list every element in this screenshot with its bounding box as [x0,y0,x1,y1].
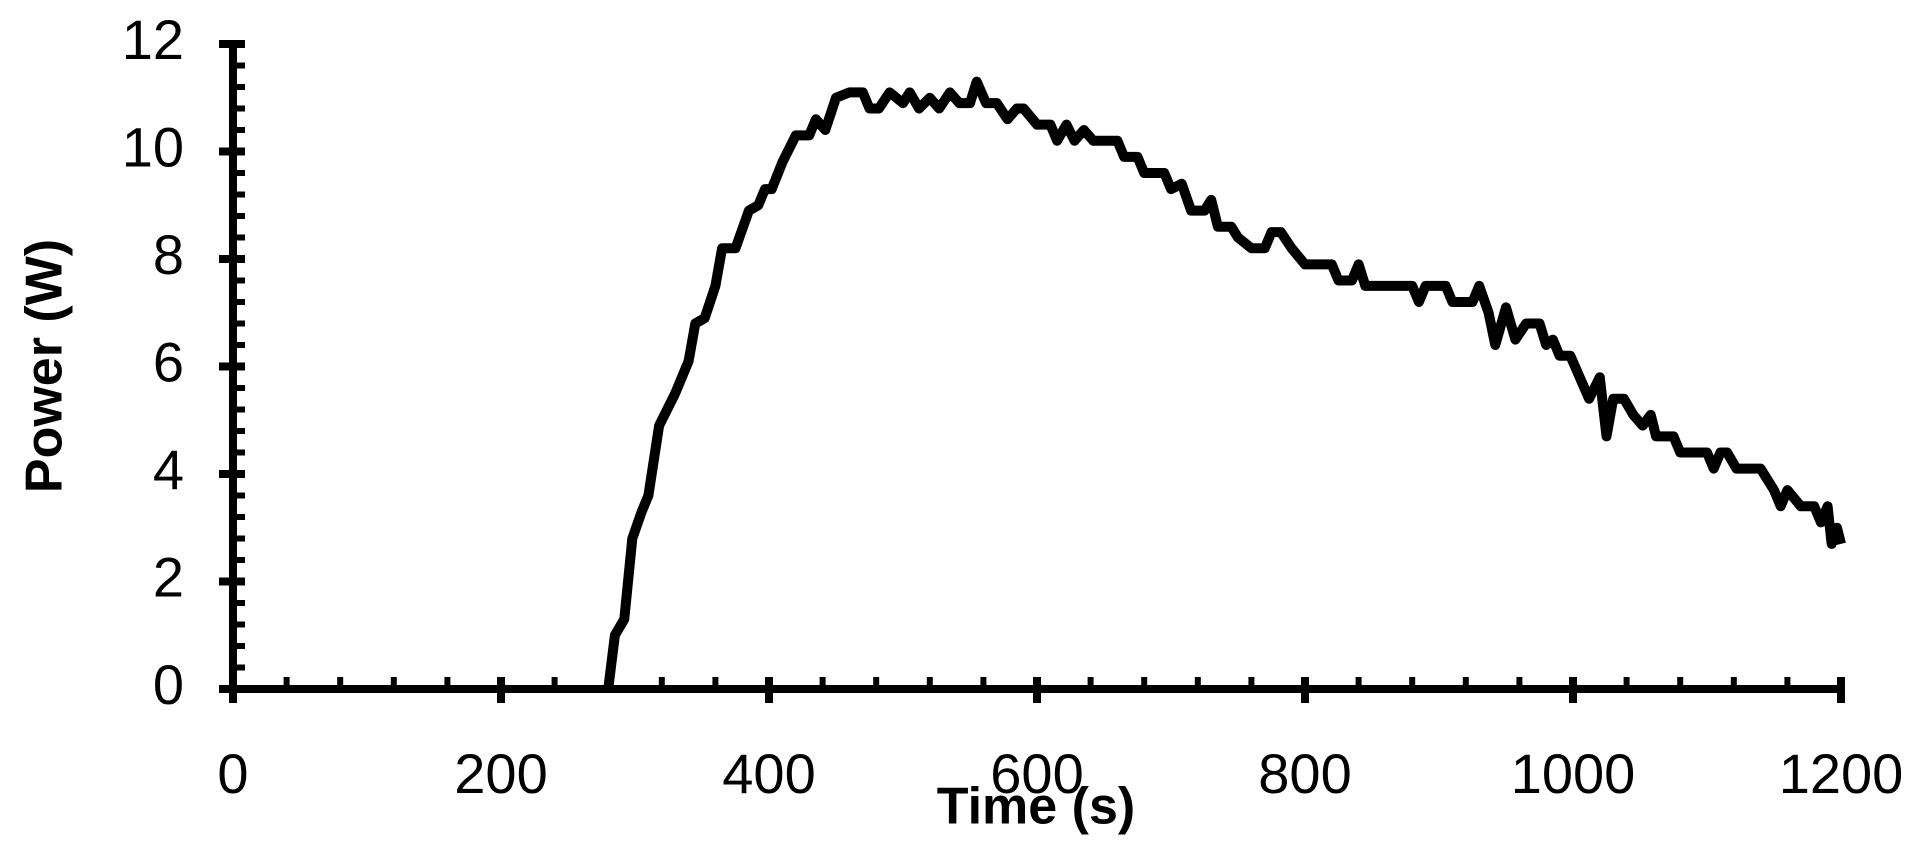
x-tick-label: 1000 [1511,742,1636,805]
y-axis-label: Power (W) [16,239,74,493]
x-tick-label: 0 [217,742,248,805]
x-tick-label: 200 [454,742,547,805]
y-tick-label: 8 [153,223,184,286]
x-tick-label: 400 [722,742,815,805]
x-axis-label: Time (s) [937,778,1135,836]
y-tick-label: 6 [153,330,184,393]
y-tick-label: 12 [122,8,184,71]
y-tick-label: 4 [153,438,184,501]
y-tick-label: 0 [153,653,184,716]
x-tick-label: 800 [1258,742,1351,805]
y-tick-label: 2 [153,545,184,608]
data-line [603,76,1846,690]
y-tick-label: 10 [122,115,184,178]
x-tick-label: 600 [990,742,1083,805]
x-tick-label: 1200 [1779,742,1904,805]
